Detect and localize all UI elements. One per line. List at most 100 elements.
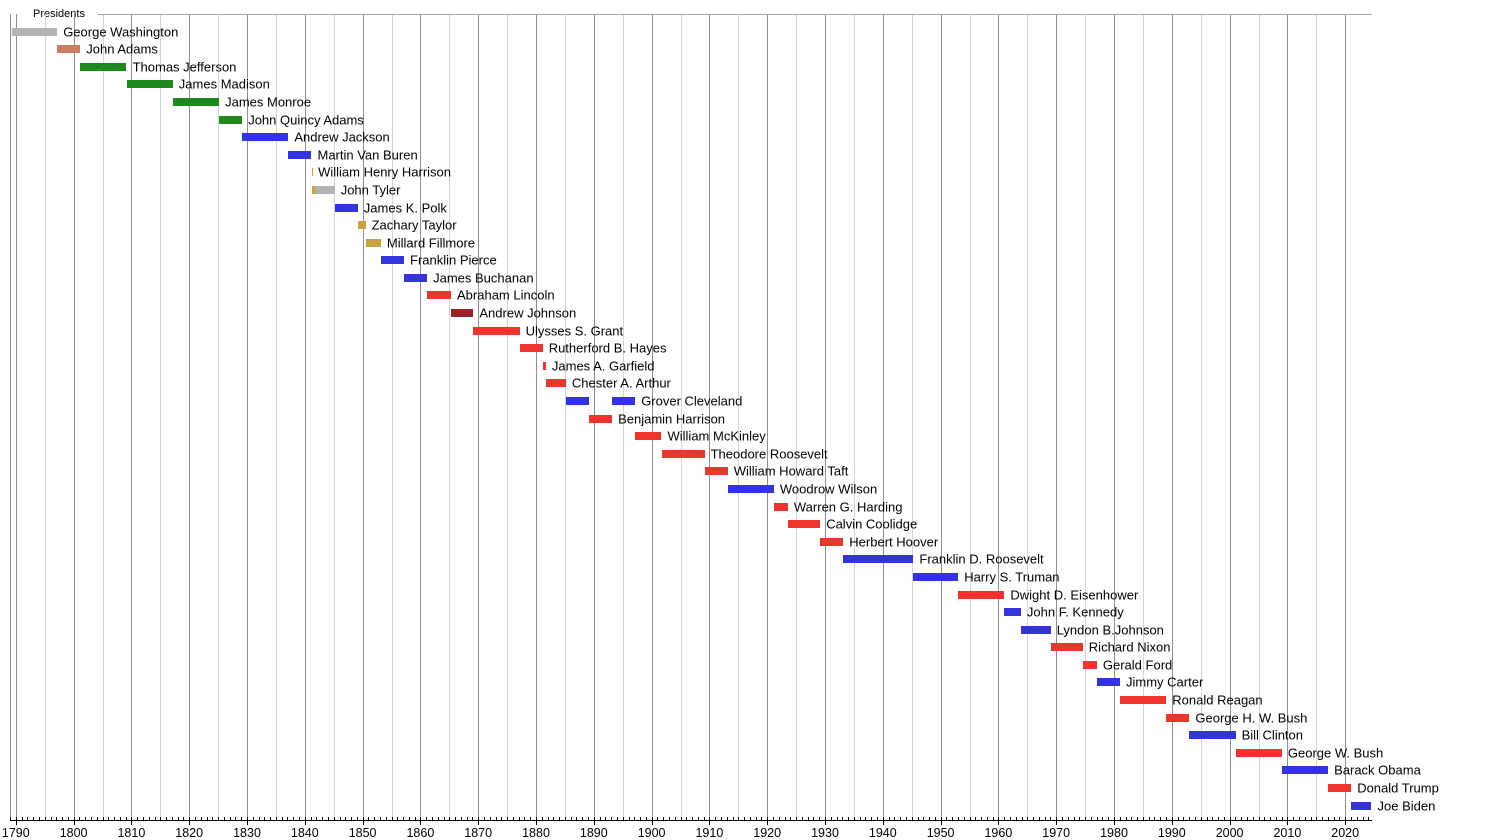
x-minor-tick xyxy=(553,817,555,820)
gridline xyxy=(796,14,798,820)
x-minor-tick xyxy=(801,817,803,820)
term-bar xyxy=(172,98,219,106)
x-minor-tick xyxy=(142,817,144,820)
term-bar xyxy=(635,432,662,441)
x-minor-tick xyxy=(316,817,318,820)
term-bar xyxy=(1004,608,1021,617)
x-major-tick xyxy=(998,821,1000,825)
x-minor-tick xyxy=(235,817,237,820)
president-label: Ulysses S. Grant xyxy=(525,323,624,339)
x-minor-tick xyxy=(1177,817,1179,820)
president-label: Lyndon B.Johnson xyxy=(1056,622,1164,638)
x-tick-label: 1940 xyxy=(868,826,897,840)
x-minor-tick xyxy=(125,817,127,820)
x-tick-label: 1970 xyxy=(1042,826,1071,840)
x-minor-tick xyxy=(715,817,717,820)
x-tick-label: 1790 xyxy=(1,826,30,840)
term-bar xyxy=(126,80,173,89)
president-label: Rutherford B. Hayes xyxy=(548,340,667,356)
x-minor-tick xyxy=(1212,817,1214,820)
term-bar xyxy=(820,537,844,546)
x-minor-tick xyxy=(1270,817,1271,820)
president-label: Chester A. Arthur xyxy=(571,375,671,391)
president-label: Benjamin Harrison xyxy=(618,411,726,427)
term-bar xyxy=(312,185,315,194)
x-minor-tick xyxy=(940,817,942,820)
x-minor-tick xyxy=(1218,817,1219,820)
x-minor-tick xyxy=(379,817,381,820)
x-minor-tick xyxy=(1189,817,1191,820)
x-minor-tick xyxy=(628,817,630,820)
x-minor-tick xyxy=(44,817,46,820)
x-tick-label: 1960 xyxy=(984,826,1013,840)
x-minor-tick xyxy=(374,817,376,820)
x-minor-tick xyxy=(1154,817,1156,820)
x-tick-label: 1840 xyxy=(290,826,319,840)
term-bar xyxy=(427,291,451,300)
x-minor-tick xyxy=(385,817,387,820)
x-minor-tick xyxy=(570,817,572,820)
x-minor-tick xyxy=(212,817,214,820)
term-bar xyxy=(542,361,546,370)
x-minor-tick xyxy=(33,817,35,820)
president-label: Franklin D. Roosevelt xyxy=(919,551,1044,567)
x-major-tick xyxy=(247,821,248,825)
term-bar xyxy=(219,115,243,124)
president-label: Theodore Roosevelt xyxy=(710,446,828,462)
term-bar xyxy=(404,273,428,282)
term-bar xyxy=(727,484,774,493)
x-minor-tick xyxy=(299,817,300,820)
president-label: Franklin Pierce xyxy=(410,252,497,268)
x-major-tick xyxy=(1171,821,1173,825)
x-minor-tick xyxy=(836,817,838,820)
president-label: Calvin Coolidge xyxy=(826,516,918,532)
x-minor-tick xyxy=(38,817,40,820)
x-minor-tick xyxy=(657,817,659,820)
x-minor-tick xyxy=(391,817,393,820)
x-minor-tick xyxy=(1021,817,1023,820)
x-minor-tick xyxy=(778,817,780,820)
x-minor-tick xyxy=(1004,817,1006,820)
gridline xyxy=(1027,14,1029,820)
x-minor-tick xyxy=(1275,817,1277,820)
term-bar xyxy=(1189,731,1236,740)
x-major-tick xyxy=(767,821,769,825)
x-minor-tick xyxy=(981,817,982,820)
x-minor-tick xyxy=(900,817,902,820)
x-minor-tick xyxy=(1310,817,1312,820)
term-bar xyxy=(314,185,335,194)
term-bar xyxy=(913,572,959,581)
x-major-tick xyxy=(1287,821,1289,825)
x-minor-tick xyxy=(1009,817,1011,820)
x-minor-tick xyxy=(1246,817,1248,820)
x-minor-tick xyxy=(1327,817,1329,820)
x-minor-tick xyxy=(420,817,422,820)
x-major-tick xyxy=(1114,821,1115,825)
x-minor-tick xyxy=(1287,817,1289,820)
x-major-tick xyxy=(651,821,653,825)
president-label: Andrew Johnson xyxy=(479,305,577,321)
president-label: Abraham Lincoln xyxy=(457,287,555,303)
x-minor-tick xyxy=(131,817,133,820)
x-minor-tick xyxy=(489,817,491,820)
x-minor-tick xyxy=(73,817,75,820)
x-minor-tick xyxy=(426,817,428,820)
x-minor-tick xyxy=(1345,817,1347,820)
x-tick-label: 2000 xyxy=(1215,826,1244,840)
president-label: Donald Trump xyxy=(1357,780,1439,796)
x-minor-tick xyxy=(102,817,104,820)
term-bar xyxy=(958,590,1005,599)
x-axis-line xyxy=(10,820,1372,821)
x-minor-tick xyxy=(1062,817,1063,820)
x-minor-tick xyxy=(1362,817,1364,820)
gridline xyxy=(651,14,653,820)
x-minor-tick xyxy=(894,817,896,820)
x-minor-tick xyxy=(744,817,746,820)
x-minor-tick xyxy=(1119,817,1121,820)
x-minor-tick xyxy=(1073,817,1075,820)
x-tick-label: 1810 xyxy=(117,826,146,840)
x-minor-tick xyxy=(189,817,191,820)
x-minor-tick xyxy=(853,817,855,820)
term-bar xyxy=(357,221,366,230)
x-minor-tick xyxy=(738,817,740,820)
